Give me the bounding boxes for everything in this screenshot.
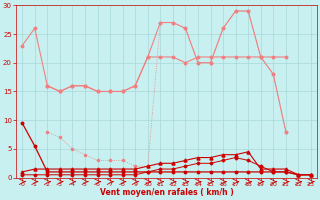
X-axis label: Vent moyen/en rafales ( km/h ): Vent moyen/en rafales ( km/h ) — [100, 188, 234, 197]
